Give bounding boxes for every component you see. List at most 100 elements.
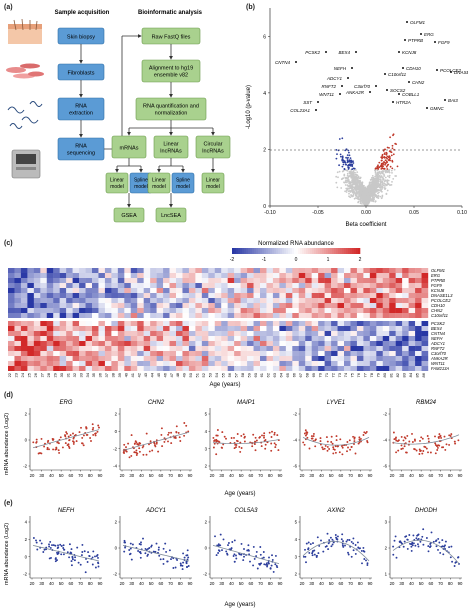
scatter-point <box>319 437 322 440</box>
heatmap-cell <box>40 341 47 346</box>
scatter-point <box>425 537 428 539</box>
heatmap-cell <box>85 303 93 308</box>
scatter-gene-title: RBM24 <box>416 400 437 406</box>
heatmap-cell <box>14 361 22 366</box>
heatmap-cell <box>240 331 248 336</box>
volcano-gene-label: COL23A1 <box>290 108 310 113</box>
heatmap-cell <box>20 308 28 313</box>
scatter-x-tick: 60 <box>68 581 73 586</box>
heatmap-cell <box>337 336 345 341</box>
volcano-point <box>339 153 342 156</box>
heatmap-cell <box>266 283 274 288</box>
volcano-point <box>356 197 358 200</box>
heatmap-cell <box>305 366 312 371</box>
heatmap-cell <box>85 326 93 331</box>
scatter-point <box>325 436 328 439</box>
heatmap-cell <box>376 331 383 336</box>
heatmap-cell <box>227 303 235 308</box>
volcano-point <box>381 182 384 185</box>
heatmap-cell <box>247 321 254 326</box>
scatter-point <box>414 544 417 547</box>
scatter-x-tick: 50 <box>59 581 64 586</box>
volcano-point <box>385 170 388 173</box>
scatter-gene-title: ADCY1 <box>145 508 166 514</box>
heatmap-cell <box>234 346 241 351</box>
heatmap-cell <box>415 268 422 273</box>
heatmap-cell <box>8 331 15 336</box>
heatmap-cell <box>111 346 119 351</box>
volcano-point <box>388 147 390 149</box>
scatter-point <box>306 436 309 439</box>
heatmap-cell <box>188 336 196 341</box>
heatmap-cell <box>253 351 261 356</box>
scatter-y-tick: -2 <box>113 446 117 451</box>
scatter-point <box>437 436 440 439</box>
heatmap-cell <box>376 336 383 341</box>
scatter-point <box>238 445 241 448</box>
scatter-point <box>268 431 271 434</box>
volcano-point <box>358 184 361 187</box>
volcano-point <box>341 155 344 158</box>
scatter-fit-line <box>122 545 190 562</box>
heatmap-cell <box>40 288 47 293</box>
heatmap-cell <box>272 298 280 303</box>
heatmap-cell <box>376 268 383 273</box>
heatmap-cell <box>156 336 164 341</box>
scatter-x-tick: 70 <box>348 473 353 478</box>
scatter-point <box>254 449 257 452</box>
scatter-point <box>303 432 306 435</box>
scatter-point <box>365 559 367 562</box>
heatmap-age-label: 42 <box>137 372 142 377</box>
heatmap-age-label: 59 <box>246 372 251 377</box>
scatter-point <box>46 446 49 449</box>
heatmap-cell <box>20 346 28 351</box>
scatter-point <box>227 544 229 547</box>
scatter-point <box>47 439 50 442</box>
volcano-point <box>381 170 383 173</box>
heatmap-cell <box>72 361 80 366</box>
volcano-point <box>377 189 380 191</box>
heatmap-cell <box>111 326 119 331</box>
volcano-point <box>344 190 346 193</box>
heatmap-cell <box>20 351 28 356</box>
heatmap-cell <box>66 273 73 278</box>
scatter-point <box>60 553 63 556</box>
scatter-point <box>144 547 147 550</box>
heatmap-cell <box>169 321 177 326</box>
volcano-point <box>383 175 385 177</box>
scatter-x-tick: 40 <box>49 473 54 478</box>
heatmap-cell <box>104 341 112 346</box>
heatmap-cell <box>201 308 209 313</box>
heatmap-cell <box>305 278 312 283</box>
heatmap-cell <box>188 308 196 313</box>
heatmap-cell <box>382 321 390 326</box>
alignment-box: Alignment to hg19 ensemble v82 <box>141 59 201 83</box>
heatmap-cell <box>298 268 306 273</box>
volcano-point <box>384 179 387 182</box>
heatmap-cell <box>79 298 86 303</box>
heatmap-cell <box>27 336 35 341</box>
heatmap-cell <box>311 351 319 356</box>
scatter-y-tick: -4 <box>293 438 297 443</box>
scatter-x-tick: 30 <box>399 473 404 478</box>
scatter-point <box>434 435 436 438</box>
scatter-y-tick: -2 <box>113 572 117 577</box>
heatmap-cell <box>376 356 383 361</box>
heatmap-cell <box>266 346 274 351</box>
volcano-gene-label: DNASE1L3 <box>454 70 468 75</box>
heatmap-cell <box>169 273 177 278</box>
scatter-point <box>179 440 182 442</box>
heatmap-cell <box>389 321 396 326</box>
scatter-point <box>411 441 414 443</box>
heatmap-cell <box>92 278 99 283</box>
volcano-point <box>388 170 390 172</box>
heatmap-cell <box>266 293 274 298</box>
heatmap-cell <box>389 273 396 278</box>
scatter-point <box>328 539 331 542</box>
scatter-point <box>160 427 163 430</box>
heatmap-cell <box>195 303 203 308</box>
scatter-point <box>307 547 310 550</box>
volcano-point <box>370 185 372 188</box>
heatmap-gene-label: WNT11 <box>431 361 445 366</box>
heatmap-cell <box>247 331 254 336</box>
